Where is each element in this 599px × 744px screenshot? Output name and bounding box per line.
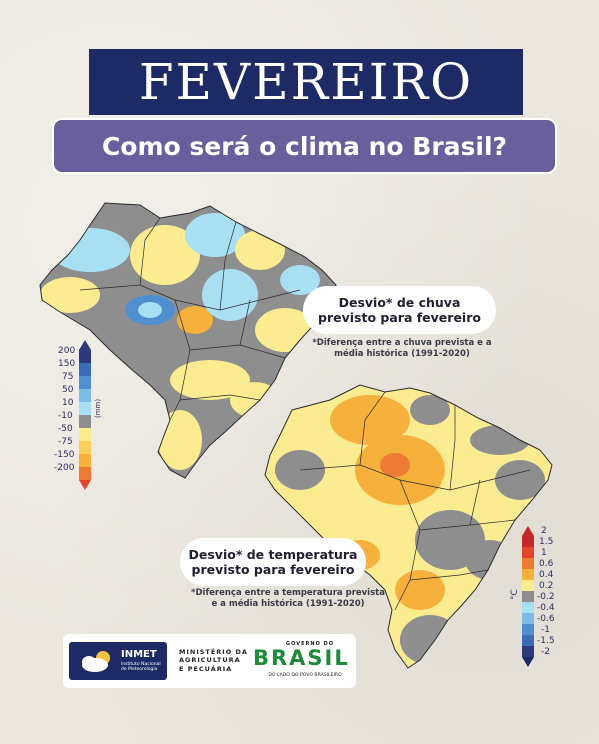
rain-legend-label: 150: [58, 359, 76, 369]
rain-map-heading: Desvio* de chuva previsto para fevereiro: [303, 286, 496, 334]
ministerio-line3: E PECUÁRIA: [179, 664, 233, 673]
rain-legend-label: -10: [58, 411, 73, 421]
temperature-legend-bar: [522, 526, 534, 667]
temperature-legend-label: -0.2: [537, 592, 555, 602]
rain-map-states: [79, 217, 301, 421]
rain-legend-bar: [79, 340, 91, 490]
cloud-sun-icon: [82, 651, 110, 672]
temperature-note-line2: e a média histórica (1991-2020): [211, 598, 365, 609]
rain-legend-label: 50: [62, 385, 74, 395]
temperature-note-line1: *Diferença entre a temperatura prevista: [191, 588, 385, 598]
temperature-legend-unit: °C: [510, 589, 520, 600]
temperature-legend-label: -1.5: [537, 636, 555, 646]
logos-strip: INMET Instituto Nacional de Meteorologia…: [63, 634, 356, 688]
temperature-heading-line1: Desvio* de temperatura: [188, 547, 358, 562]
temperature-legend-label: 1.5: [539, 537, 554, 547]
temperature-map-states: [299, 391, 531, 611]
temperature-legend-label: 0.2: [539, 581, 554, 591]
rain-map-border: [39, 202, 337, 479]
ministerio-line1: MINISTÉRIO DA: [179, 648, 248, 656]
temperature-map-heading: Desvio* de temperatura previsto para fev…: [180, 538, 366, 586]
rain-legend-label: -200: [54, 463, 75, 473]
inmet-logo: INMET Instituto Nacional de Meteorologia: [69, 642, 167, 680]
inmet-subtitle: Instituto Nacional de Meteorologia: [121, 662, 161, 673]
rain-legend-unit: (mm): [94, 398, 102, 418]
inmet-name: INMET: [121, 649, 157, 660]
page-title: FEVEREIRO: [138, 53, 474, 111]
brasil-letters: BRASIL: [253, 646, 350, 670]
rain-heading-line2: previsto para fevereiro: [318, 310, 481, 325]
rain-legend-label: 10: [62, 398, 74, 408]
temperature-legend-label: 2: [541, 526, 547, 536]
temperature-legend-label: -1: [541, 625, 550, 635]
rain-legend-label: -75: [58, 437, 73, 447]
rain-legend-label: 75: [62, 372, 74, 382]
temperature-legend-label: 1: [541, 548, 547, 558]
lado-do-povo-tagline: DO LADO DO POVO BRASILEIRO: [268, 673, 342, 678]
title-banner: FEVEREIRO: [89, 49, 523, 115]
temperature-legend-label: 0.6: [539, 559, 554, 569]
temperature-map-note: *Diferença entre a temperatura prevista …: [186, 588, 390, 609]
rain-note-line2: média histórica (1991-2020): [334, 348, 470, 359]
temperature-legend-label: -2: [541, 647, 550, 657]
rain-map: [40, 203, 336, 478]
page-subtitle: Como será o clima no Brasil?: [101, 131, 508, 161]
temperature-heading-line2: previsto para fevereiro: [191, 562, 355, 577]
subtitle-banner: Como será o clima no Brasil?: [52, 118, 557, 174]
ministerio-line2: AGRICULTURA: [179, 656, 241, 665]
rain-note-line1: *Diferença entre a chuva prevista e a: [312, 338, 492, 348]
rain-legend-label: -150: [54, 450, 75, 460]
rain-map-note: *Diferença entre a chuva prevista e a mé…: [302, 338, 502, 359]
brasil-wordmark: BRASIL: [253, 648, 350, 669]
rain-heading-line1: Desvio* de chuva: [338, 295, 461, 310]
ministerio-logo: MINISTÉRIO DA AGRICULTURA E PECUÁRIA: [179, 648, 248, 673]
rain-legend-label: -50: [58, 424, 73, 434]
rain-legend-label: 200: [58, 346, 76, 356]
temperature-legend-label: 0.4: [539, 570, 554, 580]
temperature-legend-label: -0.6: [537, 614, 555, 624]
temperature-legend-label: -0.4: [537, 603, 555, 613]
governo-do-label: GOVERNO DO: [286, 641, 334, 647]
